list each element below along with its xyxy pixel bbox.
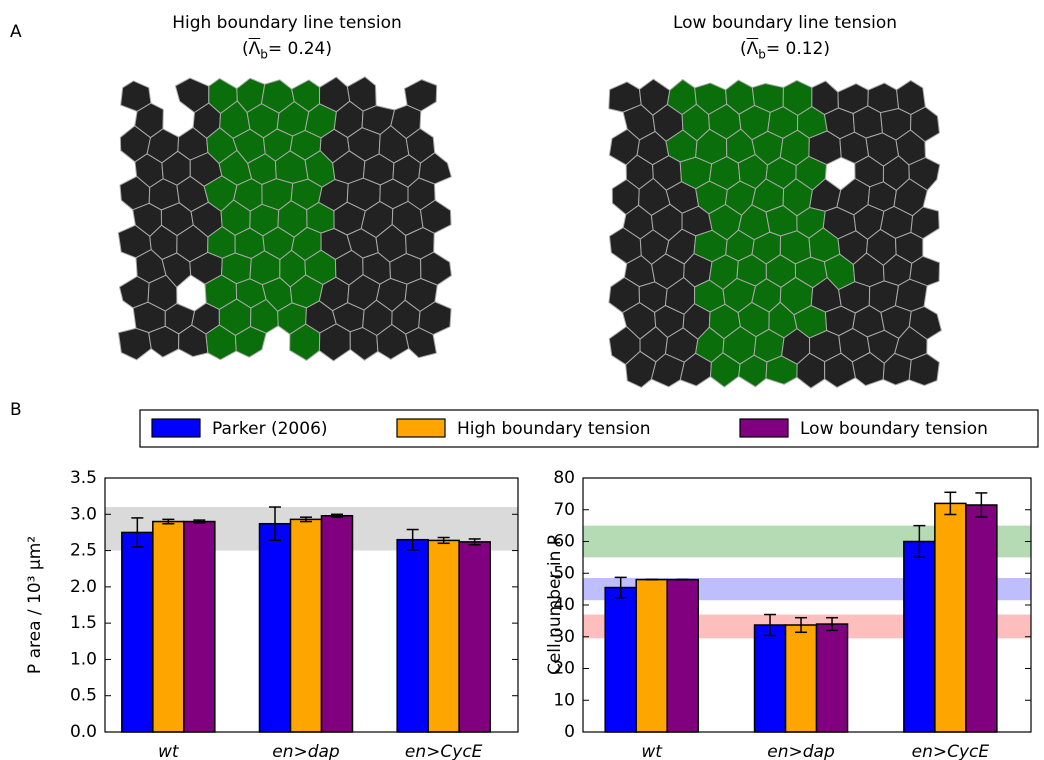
error-bar (614, 576, 627, 599)
tissue (117, 76, 452, 362)
bar (121, 531, 154, 733)
y-tick-label: 1.5 (70, 613, 97, 633)
x-tick-label: wt (641, 742, 663, 760)
legend-label: High boundary tension (457, 419, 651, 439)
tissue-title: High boundary line tension (172, 13, 402, 33)
y-tick-label: 0 (564, 722, 575, 742)
y-tick-label: 60 (553, 532, 575, 552)
cell (908, 353, 940, 387)
text: ( (241, 39, 249, 59)
x-tick-label: en>CycE (912, 742, 990, 760)
bar (458, 541, 491, 733)
y-tick-label: 2.5 (70, 541, 97, 561)
subscript: b (758, 47, 766, 62)
legend-label: Parker (2006) (212, 419, 328, 439)
bar (903, 540, 936, 733)
error-bar (131, 517, 144, 548)
x-tick-label: en>dap (767, 742, 835, 760)
cell (405, 327, 437, 359)
bar (396, 538, 429, 733)
subscript: b (260, 47, 268, 62)
panel-label: B (10, 400, 22, 420)
error-bar (406, 528, 419, 551)
error-bar (795, 616, 808, 634)
legend-swatch (739, 418, 789, 438)
y-tick-label: 10 (553, 690, 575, 710)
error-bar (437, 536, 450, 545)
bar (965, 504, 998, 733)
x-tick-label: wt (158, 742, 180, 760)
cell (894, 278, 928, 312)
plot-frame (582, 477, 1032, 733)
legend-label: Low boundary tension (800, 419, 988, 439)
y-tick-label: 2.0 (70, 577, 97, 597)
bar (320, 514, 354, 733)
legend-swatch (151, 418, 201, 438)
symbol: Λ (248, 39, 261, 59)
error-bar (944, 491, 957, 516)
error-bar (826, 616, 839, 632)
y-axis-label: Cell number in P (545, 535, 565, 675)
plot-frame (104, 477, 519, 733)
legend-box (139, 409, 1039, 448)
bar (152, 520, 185, 733)
y-tick-label: 0.0 (70, 722, 97, 742)
error-bar (330, 513, 343, 518)
bar (258, 522, 292, 733)
error-bar (975, 492, 988, 518)
error-bar (764, 613, 777, 637)
cell (117, 327, 152, 361)
error-bar (299, 516, 312, 523)
error-bar (268, 506, 281, 542)
bar (666, 578, 699, 733)
error-bar (193, 519, 206, 524)
legend-swatch (396, 418, 446, 438)
error-bar (162, 518, 175, 525)
bar (604, 586, 637, 733)
y-tick-label: 80 (553, 468, 575, 488)
cell (148, 325, 180, 358)
y-tick-label: 20 (553, 659, 575, 679)
text: = 0.12) (765, 39, 831, 59)
symbol: Λ (746, 39, 759, 59)
panel-label: A (10, 22, 22, 42)
y-tick-label: 30 (553, 627, 575, 647)
bar (427, 539, 460, 733)
y-tick-label: 70 (553, 500, 575, 520)
y-tick-label: 1.0 (70, 649, 97, 669)
y-tick-label: 3.0 (70, 504, 97, 524)
y-tick-label: 50 (553, 563, 575, 583)
bar (815, 623, 849, 733)
y-axis-label: P area / 10³ µm² (25, 536, 45, 674)
error-bar (913, 524, 926, 559)
text: ( (739, 39, 747, 59)
error-bar (468, 538, 481, 546)
tissue-param: (Λb= 0.24) (87, 36, 487, 67)
bar (753, 624, 787, 733)
y-tick-label: 40 (553, 595, 575, 615)
bar (635, 578, 668, 733)
tissue-param: (Λb= 0.12) (585, 36, 985, 67)
bar (784, 624, 818, 733)
bar (934, 502, 967, 733)
bar (183, 520, 216, 733)
cell (234, 326, 267, 358)
text: = 0.24) (267, 39, 333, 59)
tissue (608, 78, 942, 389)
bar (289, 518, 323, 733)
y-tick-label: 3.5 (70, 468, 97, 488)
tissue-title: Low boundary line tension (672, 13, 898, 33)
x-tick-label: en>CycE (405, 742, 483, 760)
y-tick-label: 0.5 (70, 686, 97, 706)
x-tick-label: en>dap (272, 742, 340, 760)
